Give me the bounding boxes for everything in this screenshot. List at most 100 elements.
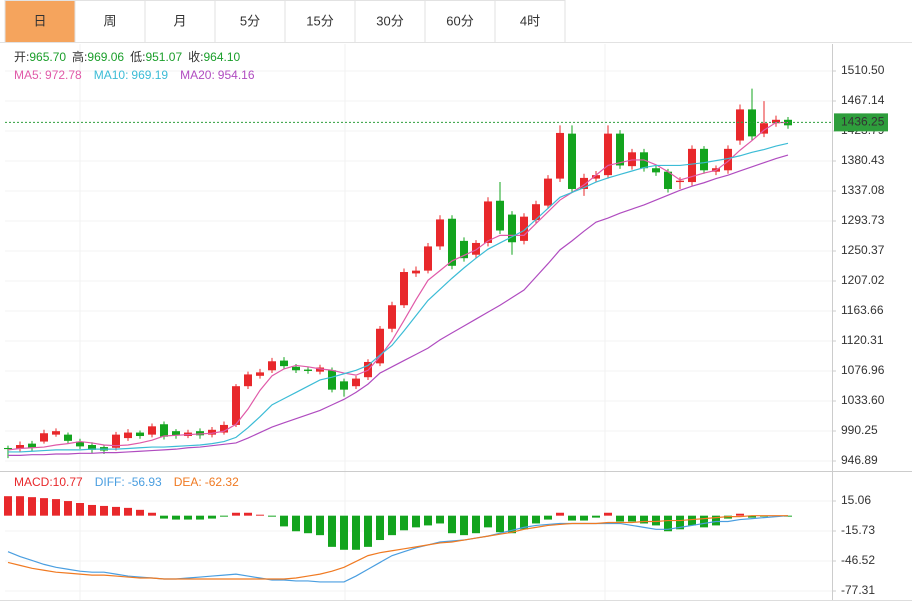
- candle-body: [124, 432, 132, 439]
- macd-bar: [424, 515, 432, 526]
- candle-body: [316, 367, 324, 372]
- tab[interactable]: 周: [74, 0, 146, 43]
- macd-bar: [640, 515, 648, 524]
- tab-label[interactable]: 60分: [446, 13, 473, 28]
- candle-body: [568, 133, 576, 189]
- candle-body: [388, 305, 396, 329]
- tab-bg[interactable]: [284, 0, 356, 43]
- tab-label[interactable]: 15分: [306, 13, 333, 28]
- tab[interactable]: 4时: [494, 0, 566, 43]
- macd-bar: [628, 515, 636, 522]
- candle-body: [628, 152, 636, 167]
- legend-value: 10.77: [53, 475, 83, 489]
- candle-body: [352, 378, 360, 387]
- macd-bar: [196, 515, 204, 520]
- candle-body: [292, 366, 300, 371]
- tab[interactable]: 5分: [214, 0, 286, 43]
- macd-bar: [136, 509, 144, 516]
- macd-bar: [580, 515, 588, 521]
- info-label: 低:: [130, 50, 145, 64]
- legend-name: MACD:: [14, 475, 53, 489]
- tab-label[interactable]: 30分: [376, 13, 403, 28]
- y-tick-label: -46.52: [841, 553, 875, 567]
- tab[interactable]: 月: [144, 0, 216, 43]
- macd-bar: [400, 515, 408, 531]
- macd-bar: [712, 515, 720, 526]
- candle-body: [748, 109, 756, 137]
- tab[interactable]: 30分: [354, 0, 426, 43]
- tab-label[interactable]: 日: [33, 13, 46, 28]
- tab[interactable]: 60分: [424, 0, 496, 43]
- candle-body: [484, 201, 492, 243]
- macd-bar: [76, 503, 84, 516]
- macd-line: [7, 515, 788, 580]
- candle-body: [172, 431, 180, 436]
- tab-bg[interactable]: [144, 0, 216, 43]
- macd-bar: [448, 515, 456, 534]
- y-tick-label: 1293.73: [841, 213, 885, 227]
- macd-line: [7, 515, 789, 583]
- info-value: 951.07: [145, 50, 182, 64]
- macd-bar: [232, 512, 240, 516]
- legend-name: DIFF:: [95, 475, 125, 489]
- macd-bar: [736, 513, 744, 516]
- tab-bg[interactable]: [424, 0, 496, 43]
- candle-body: [544, 178, 552, 206]
- candle-body: [508, 214, 516, 243]
- tab-bg[interactable]: [214, 0, 286, 43]
- candle-body: [244, 374, 252, 387]
- candle-body: [448, 218, 456, 266]
- info-label: 开:: [14, 50, 29, 64]
- legend-value: -62.32: [205, 475, 239, 489]
- candle-body: [232, 386, 240, 425]
- macd-bar: [748, 515, 756, 518]
- macd-bar: [280, 515, 288, 527]
- info-label: 收:: [188, 50, 203, 64]
- candle-body: [52, 431, 60, 435]
- macd-bar: [40, 498, 48, 516]
- y-tick-label: 946.89: [841, 453, 878, 467]
- info-value: 964.10: [203, 50, 240, 64]
- macd-bar: [652, 515, 660, 526]
- tab-label[interactable]: 月: [173, 13, 186, 28]
- tab-bg[interactable]: [74, 0, 146, 43]
- tab-bg[interactable]: [354, 0, 426, 43]
- macd-bar: [604, 512, 612, 516]
- tab-bg[interactable]: [494, 0, 566, 43]
- macd-bar: [100, 505, 108, 516]
- candle-body: [724, 148, 732, 171]
- candle-body: [256, 372, 264, 376]
- tab[interactable]: 日: [4, 0, 76, 43]
- candle-body: [520, 216, 528, 241]
- candle-body: [496, 200, 504, 231]
- macd-bar: [304, 515, 312, 534]
- candle-body: [556, 132, 564, 179]
- macd-bar: [484, 515, 492, 528]
- y-tick-label: 990.25: [841, 423, 878, 437]
- macd-bar: [4, 496, 12, 516]
- macd-bar: [664, 515, 672, 532]
- tab-label[interactable]: 4时: [520, 13, 540, 28]
- macd-bar: [316, 515, 324, 536]
- macd-bar: [616, 515, 624, 522]
- tab-label[interactable]: 周: [103, 13, 116, 28]
- y-tick-label: 1120.31: [841, 333, 884, 347]
- macd-bar: [172, 515, 180, 520]
- macd-bar: [568, 515, 576, 521]
- macd-bar: [520, 515, 528, 530]
- y-tick-label: 1380.43: [841, 153, 885, 167]
- candle-body: [148, 426, 156, 435]
- tab[interactable]: 15分: [284, 0, 356, 43]
- y-tick-label: 1250.37: [841, 243, 885, 257]
- candle-body: [88, 445, 96, 450]
- candle-body: [772, 119, 780, 124]
- legend-name: MA20:: [180, 68, 215, 82]
- legend-name: DEA:: [174, 475, 202, 489]
- ohlc-info: 开:965.70 高:969.06 低:951.07 收:964.10: [14, 49, 241, 64]
- candle-body: [424, 246, 432, 271]
- macd-bar: [700, 515, 708, 528]
- tab-label[interactable]: 5分: [240, 13, 260, 28]
- macd-bar: [472, 515, 480, 534]
- candle-body: [328, 370, 336, 390]
